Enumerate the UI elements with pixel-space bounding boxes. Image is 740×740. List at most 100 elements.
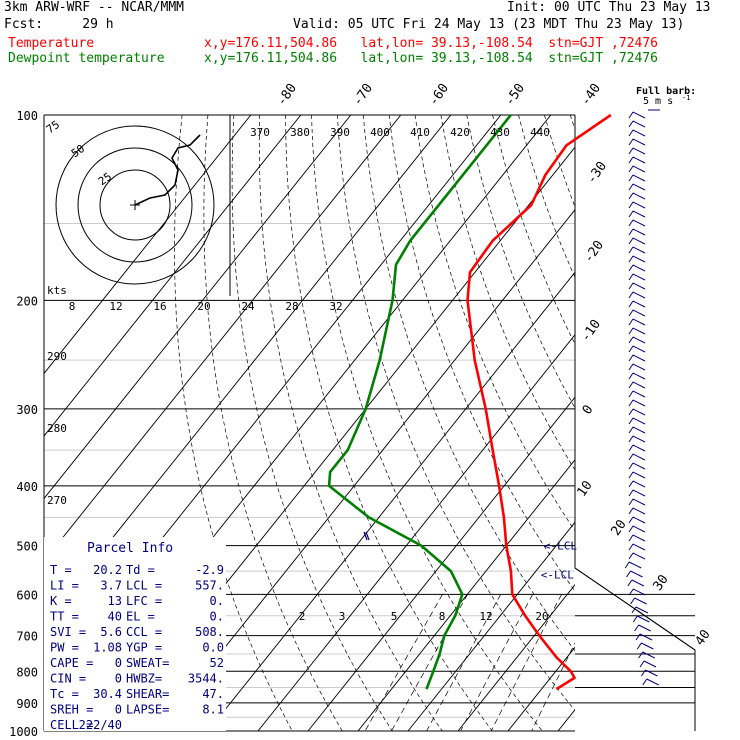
theta-e-label: 420 bbox=[450, 126, 470, 139]
temperature-legend-label: Temperature bbox=[8, 36, 95, 51]
wind-barb bbox=[628, 336, 646, 344]
hodograph-ring-label: 25 bbox=[96, 170, 114, 188]
wind-barb bbox=[628, 489, 646, 497]
pressure-tick-label: 800 bbox=[16, 665, 38, 679]
pressure-tick-label: 200 bbox=[16, 294, 38, 308]
pressure-tick-label: 700 bbox=[16, 630, 38, 644]
wind-barb bbox=[627, 579, 645, 587]
parcel-param-value: 0. bbox=[210, 610, 224, 624]
parcel-param-name: PW = bbox=[50, 641, 79, 655]
isotherm-label: 0 bbox=[580, 402, 597, 417]
lcl-marker bbox=[363, 531, 370, 541]
wind-barb bbox=[639, 660, 657, 668]
wind-barb bbox=[628, 291, 646, 299]
parcel-param-value: 40 bbox=[108, 610, 122, 624]
wind-barb bbox=[628, 525, 646, 533]
wind-barb bbox=[628, 399, 646, 407]
wind-barb bbox=[628, 372, 646, 380]
isotherm-label: -30 bbox=[584, 159, 610, 187]
wind-barb bbox=[628, 390, 646, 398]
wind-barb bbox=[628, 147, 646, 155]
isotherm-label: -50 bbox=[502, 81, 528, 109]
right-border bbox=[574, 115, 696, 731]
hodograph-ring bbox=[55, 125, 215, 285]
mixing-ratio-line bbox=[460, 594, 534, 731]
hodograph-ring-label: 50 bbox=[69, 142, 87, 160]
isotherm bbox=[44, 115, 252, 375]
isotherm bbox=[407, 521, 575, 731]
theta-label: 270 bbox=[47, 494, 67, 507]
wind-barb bbox=[628, 120, 646, 128]
wind-barb bbox=[628, 201, 646, 209]
isotherm-label: -20 bbox=[581, 238, 607, 266]
wind-barb bbox=[624, 561, 642, 569]
mixing-ratio-label: 12 bbox=[479, 610, 492, 623]
wind-barb bbox=[626, 570, 643, 578]
wind-barb bbox=[628, 309, 646, 317]
upper-scale-label: 32 bbox=[329, 300, 342, 313]
parcel-param-name: YGP = bbox=[126, 641, 162, 655]
parcel-param-value: 13 bbox=[108, 594, 122, 608]
parcel-param-value: 222/40 bbox=[79, 718, 122, 732]
pressure-tick-label: 1000 bbox=[9, 725, 38, 739]
dewpoint-legend-label: Dewpoint temperature bbox=[8, 51, 165, 66]
dry-adiabat bbox=[362, 115, 575, 652]
isotherm-label: -80 bbox=[274, 81, 300, 109]
wind-barb bbox=[628, 444, 646, 452]
parcel-param-name: CIN = bbox=[50, 672, 86, 686]
valid-time: Valid: 05 UTC Fri 24 May 13 (23 MDT Thu … bbox=[293, 17, 685, 32]
isotherm bbox=[708, 115, 740, 731]
parcel-param-name: Tc = bbox=[50, 687, 79, 701]
wind-barb bbox=[628, 273, 646, 281]
parcel-param-value: 3544. bbox=[188, 672, 224, 686]
dry-adiabat bbox=[285, 115, 493, 731]
dry-adiabat bbox=[596, 115, 740, 731]
parcel-param-name: EL = bbox=[126, 610, 155, 624]
wind-barb bbox=[628, 498, 646, 506]
parcel-param-value: 47. bbox=[202, 687, 224, 701]
wind-legend-title: Full barb: bbox=[636, 86, 696, 97]
pressure-tick-label: 900 bbox=[16, 697, 38, 711]
mixing-ratio-line bbox=[364, 594, 443, 731]
upper-scale-label: 12 bbox=[109, 300, 122, 313]
upper-scale-label: 8 bbox=[69, 300, 76, 313]
parcel-param-name: LAPSE= bbox=[126, 703, 169, 717]
dry-adiabat bbox=[311, 115, 543, 731]
wind-barb bbox=[628, 471, 646, 479]
isotherm bbox=[207, 271, 575, 731]
mixing-ratio-label: 5 bbox=[391, 610, 398, 623]
upper-scale-label: 24 bbox=[241, 300, 255, 313]
wind-barb bbox=[628, 426, 646, 434]
wind-barb bbox=[628, 588, 646, 596]
wind-barb bbox=[632, 615, 650, 623]
wind-barb bbox=[628, 192, 646, 200]
parcel-param-value: 52 bbox=[210, 656, 224, 670]
dry-adiabat bbox=[174, 115, 293, 731]
hodograph-unit-label: kts bbox=[47, 284, 67, 297]
dry-adiabat bbox=[258, 115, 443, 731]
mixing-ratio-label: 2 bbox=[299, 610, 306, 623]
parcel-info-title: Parcel Info bbox=[87, 541, 173, 556]
dewpoint-location-info: x,y=176.11,504.86 lat,lon= 39.13,-108.54… bbox=[204, 51, 658, 66]
dewpoint-line bbox=[327, 114, 512, 690]
isotherm-label: -70 bbox=[350, 81, 376, 109]
temperature-location-info: x,y=176.11,504.86 lat,lon= 39.13,-108.54… bbox=[204, 36, 658, 51]
pressure-tick-label: 600 bbox=[16, 588, 38, 602]
wind-barb bbox=[628, 237, 646, 245]
isotherm bbox=[307, 396, 575, 731]
wind-barb bbox=[628, 345, 646, 353]
parcel-param-name: CAPE = bbox=[50, 656, 93, 670]
wind-barb bbox=[628, 219, 646, 227]
parcel-param-name: T = bbox=[50, 563, 72, 577]
parcel-param-name: Td = bbox=[126, 563, 155, 577]
isotherm bbox=[257, 334, 575, 731]
init-time: Init: 00 UTC Thu 23 May 13 bbox=[507, 0, 711, 15]
dry-adiabat bbox=[622, 115, 740, 731]
wind-barb bbox=[628, 129, 646, 137]
isotherm bbox=[44, 115, 352, 500]
theta-label: 280 bbox=[47, 422, 67, 435]
parcel-param-name: TT = bbox=[50, 610, 79, 624]
isotherm-label: 10 bbox=[574, 478, 595, 499]
parcel-param-name: LI = bbox=[50, 579, 79, 593]
hodograph-ring-label: 75 bbox=[44, 118, 62, 136]
